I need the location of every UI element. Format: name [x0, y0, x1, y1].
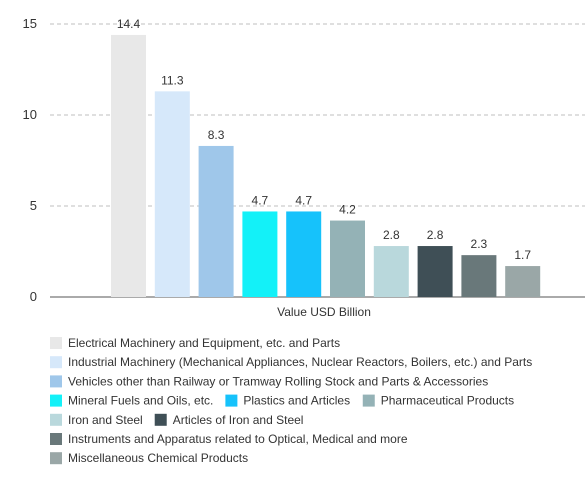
bar	[417, 246, 453, 297]
legend-label: Instruments and Apparatus related to Opt…	[68, 432, 408, 446]
legend-swatch	[154, 413, 167, 426]
data-label: 4.7	[252, 193, 269, 207]
bars	[111, 34, 541, 298]
legend-swatch	[50, 452, 62, 465]
bar	[111, 34, 146, 298]
y-tick-label: 15	[23, 16, 37, 31]
data-label: 2.8	[383, 228, 400, 242]
bar	[242, 211, 278, 297]
data-label: 4.2	[339, 203, 356, 217]
bar	[198, 145, 234, 297]
data-label: 8.3	[208, 128, 225, 142]
data-label: 11.3	[161, 73, 184, 87]
bar	[461, 255, 497, 297]
y-tick-label: 5	[30, 198, 37, 213]
legend: Electrical Machinery and Equipment, etc.…	[50, 336, 532, 465]
legend-swatch	[50, 394, 62, 407]
data-label: 2.3	[471, 237, 488, 251]
bar	[154, 91, 190, 297]
bar	[330, 220, 365, 297]
legend-swatch	[50, 375, 62, 388]
legend-swatch	[50, 337, 62, 349]
data-labels: 14.4 11.3 8.3 4.7 4.7 4.2 2.8 2.8 2.3 1.7	[117, 17, 532, 262]
legend-label: Mineral Fuels and Oils, etc.	[68, 394, 213, 408]
y-axis-ticks: 0 5 10 15	[23, 16, 37, 304]
legend-label: Electrical Machinery and Equipment, etc.…	[68, 336, 340, 350]
data-label: 2.8	[427, 228, 444, 242]
data-label: 14.4	[117, 17, 141, 31]
legend-label: Plastics and Articles	[243, 394, 350, 408]
legend-label: Industrial Machinery (Mechanical Applian…	[68, 355, 532, 369]
legend-swatch	[225, 394, 238, 407]
legend-swatch	[362, 394, 375, 407]
data-label: 4.7	[295, 193, 312, 207]
legend-label: Pharmaceutical Products	[381, 394, 514, 408]
bar	[505, 266, 541, 297]
bar	[373, 246, 409, 297]
y-tick-label: 0	[30, 289, 37, 304]
legend-swatch	[50, 413, 62, 426]
data-label: 1.7	[514, 248, 531, 262]
legend-label: Articles of Iron and Steel	[173, 413, 304, 427]
legend-label: Miscellaneous Chemical Products	[68, 451, 248, 465]
bar	[286, 211, 322, 297]
legend-label: Iron and Steel	[68, 413, 143, 427]
legend-label: Vehicles other than Railway or Tramway R…	[68, 374, 488, 388]
legend-swatch	[50, 433, 62, 445]
legend-swatch	[50, 356, 62, 369]
x-axis-title: Value USD Billion	[277, 305, 371, 319]
y-tick-label: 10	[23, 107, 37, 122]
